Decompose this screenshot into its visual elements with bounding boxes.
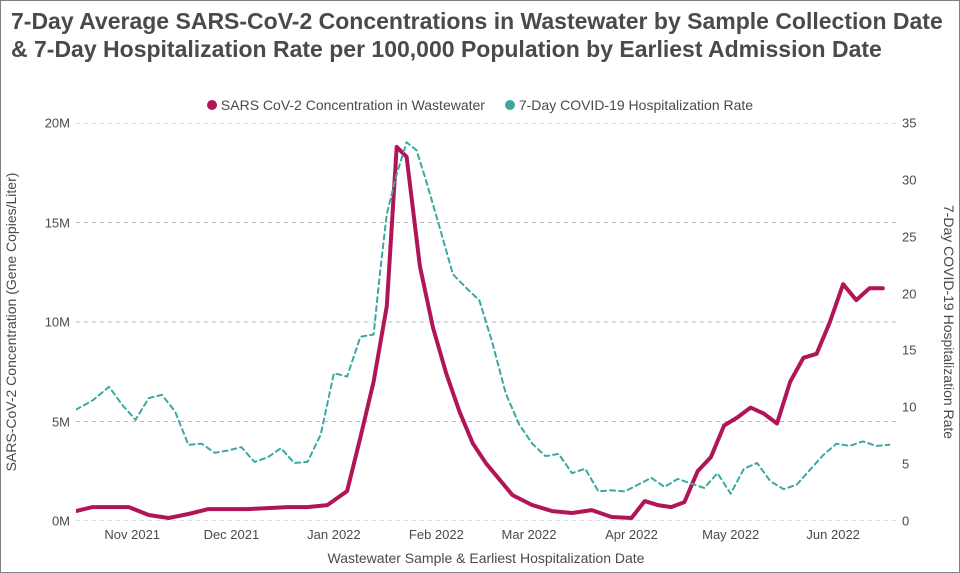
y-left-tick-label: 15M: [45, 215, 70, 230]
x-tick-label: Nov 2021: [104, 527, 160, 542]
y-left-tick-label: 10M: [45, 315, 70, 330]
y-right-axis-label: 7-Day COVID-19 Hospitalization Rate: [939, 123, 957, 521]
x-tick-label: Feb 2022: [409, 527, 464, 542]
x-tick-label: Jun 2022: [806, 527, 860, 542]
chart-frame: 7-Day Average SARS-CoV-2 Concentrations …: [0, 0, 960, 573]
y-right-tick-label: 20: [902, 286, 916, 301]
y-left-axis-label: SARS-CoV-2 Concentration (Gene Copies/Li…: [3, 123, 21, 521]
y-right-tick-label: 35: [902, 116, 916, 131]
y-right-tick-label: 5: [902, 457, 909, 472]
x-tick-label: Apr 2022: [605, 527, 658, 542]
legend-item-hosp: 7-Day COVID-19 Hospitalization Rate: [505, 97, 753, 113]
legend-item-wastewater: SARS CoV-2 Concentration in Wastewater: [207, 97, 485, 113]
y-right-tick-label: 15: [902, 343, 916, 358]
x-tick-label: May 2022: [702, 527, 759, 542]
x-tick-label: Dec 2021: [204, 527, 260, 542]
chart-legend: SARS CoV-2 Concentration in Wastewater 7…: [1, 97, 959, 113]
series-line: [76, 142, 889, 493]
y-right-tick-label: 0: [902, 514, 909, 529]
y-right-tick-label: 30: [902, 172, 916, 187]
y-left-tick-label: 5M: [52, 414, 70, 429]
y-right-tick-label: 25: [902, 229, 916, 244]
legend-label-wastewater: SARS CoV-2 Concentration in Wastewater: [221, 97, 485, 113]
y-left-tick-label: 0M: [52, 514, 70, 529]
series-line: [76, 147, 883, 518]
y-left-tick-label: 20M: [45, 116, 70, 131]
legend-marker-wastewater: [207, 100, 217, 110]
plot-svg: [76, 123, 896, 521]
plot-area: 0M5M10M15M20M05101520253035Nov 2021Dec 2…: [76, 123, 896, 521]
y-right-tick-label: 10: [902, 400, 916, 415]
x-tick-label: Jan 2022: [307, 527, 361, 542]
chart-title: 7-Day Average SARS-CoV-2 Concentrations …: [11, 7, 949, 63]
legend-label-hosp: 7-Day COVID-19 Hospitalization Rate: [519, 97, 753, 113]
x-axis-label: Wastewater Sample & Earliest Hospitaliza…: [76, 550, 896, 566]
legend-marker-hosp: [505, 100, 515, 110]
x-tick-label: Mar 2022: [502, 527, 557, 542]
